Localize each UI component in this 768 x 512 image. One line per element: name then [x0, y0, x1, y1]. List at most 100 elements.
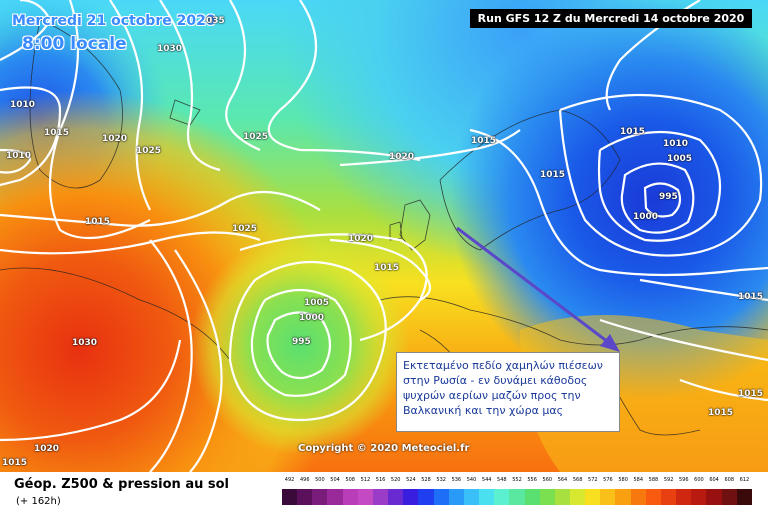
scale-label: 552 [512, 477, 522, 483]
isobar-label: 1020 [348, 234, 374, 244]
isobar-label: 1025 [232, 224, 258, 234]
isobar-label: 1015 [738, 292, 764, 302]
scale-label: 592 [663, 477, 674, 483]
scale-swatch [342, 489, 358, 505]
isobar-label: 035 [206, 16, 225, 26]
scale-label: 556 [527, 477, 537, 483]
isobar-label: 1015 [2, 458, 28, 468]
scale-label: 520 [390, 477, 401, 483]
scale-swatch [327, 489, 343, 505]
scale-swatch [736, 489, 752, 505]
forecast-offset: (+ 162h) [16, 496, 61, 507]
scale-label: 548 [497, 477, 507, 483]
isobar-label: 1020 [34, 444, 60, 454]
footer: Géop. Z500 & pression au sol (+ 162h) 49… [0, 472, 768, 512]
scale-swatch [691, 489, 707, 505]
scale-label: 496 [299, 477, 310, 483]
annotation-line: στην Ρωσία - εν δυνάμει κάθοδος [403, 374, 588, 387]
scale-label: 532 [436, 477, 446, 483]
geopotential-field [0, 0, 768, 472]
isobar-label: 1015 [540, 170, 566, 180]
scale-swatch [403, 489, 419, 505]
isobar-label: 1015 [738, 389, 764, 399]
isobar-label: 1025 [136, 146, 162, 156]
scale-label: 600 [694, 477, 704, 483]
map-title: Géop. Z500 & pression au sol [14, 477, 229, 492]
isobar-label: 1020 [102, 134, 128, 144]
weather-map: Run GFS 12 Z du Mercredi 14 octobre 2020… [0, 0, 768, 472]
scale-swatch [418, 489, 434, 505]
scale-label: 544 [481, 477, 492, 483]
scale-label: 512 [360, 477, 371, 483]
isobar-label: 1015 [44, 128, 70, 138]
scale-swatch [509, 489, 525, 505]
scale-swatch [706, 489, 722, 505]
scale-swatch [660, 489, 677, 505]
copyright: Copyright © 2020 Meteociel.fr [298, 443, 470, 454]
scale-label: 500 [315, 477, 325, 483]
scale-label: 564 [557, 477, 568, 483]
isobar-label: 1005 [304, 298, 330, 308]
isobar-label: 995 [659, 192, 678, 202]
scale-label: 580 [618, 477, 628, 483]
scale-label: 508 [345, 477, 355, 483]
scale-swatch [372, 489, 389, 505]
isobar-label: 1015 [471, 136, 497, 146]
scale-label: 568 [572, 477, 583, 483]
isobar-label: 995 [292, 337, 311, 347]
scale-swatch [297, 489, 313, 505]
scale-swatch [600, 489, 616, 505]
scale-swatch [524, 489, 540, 505]
annotation-box: Εκτεταμένο πεδίο χαμηλών πιέσεων στην Ρω… [396, 352, 620, 432]
scale-swatch [357, 489, 373, 505]
scale-label: 540 [466, 477, 477, 483]
isobar-label: 1025 [243, 132, 269, 142]
scale-swatch [676, 489, 692, 505]
isobar-label: 1005 [667, 154, 693, 164]
scale-swatch [645, 489, 661, 505]
scale-label: 612 [739, 477, 750, 483]
isobar-label: 1015 [85, 217, 111, 227]
isobar-label: 1010 [6, 151, 32, 161]
forecast-date: Mercredi 21 octobre 2020 [12, 13, 216, 29]
isobar-label: 1030 [157, 44, 183, 54]
scale-swatch [448, 489, 464, 505]
scale-label: 492 [284, 477, 295, 483]
isobar-label: 1010 [10, 100, 36, 110]
scale-swatch [463, 489, 480, 505]
isobar-label: 1000 [633, 212, 659, 222]
isobar-label: 1015 [708, 408, 734, 418]
scale-label: 588 [648, 477, 659, 483]
scale-bar [282, 489, 752, 505]
scale-label: 596 [678, 477, 689, 483]
scale-swatch [388, 489, 404, 505]
scale-swatch [479, 489, 495, 505]
run-header: Run GFS 12 Z du Mercredi 14 octobre 2020 [470, 9, 752, 28]
isobar-label: 1030 [72, 338, 98, 348]
scale-label: 504 [330, 477, 340, 483]
forecast-time: 8:00 locale [22, 34, 127, 54]
isobar-label: 1020 [389, 152, 415, 162]
scale-swatch [585, 489, 601, 505]
scale-swatch [433, 489, 449, 505]
isobar-label: 1010 [663, 139, 689, 149]
isobar-label: 1000 [299, 313, 325, 323]
scale-label: 536 [451, 477, 462, 483]
scale-swatch [721, 489, 737, 505]
scale-label: 608 [724, 477, 735, 483]
scale-label: 560 [542, 477, 553, 483]
scale-label: 604 [709, 477, 719, 483]
annotation-line: Βαλκανική και την χώρα μας [403, 404, 564, 417]
isobars [0, 0, 768, 472]
isobar-label: 1015 [374, 263, 400, 273]
scale-swatch [312, 489, 328, 505]
annotation-line: ψυχρών αερίων μαζών προς την [403, 389, 581, 402]
scale-label: 576 [603, 477, 613, 483]
scale-labels: 492 496 500 504 508 512 516 520 524 528 532 536 540 5… [282, 477, 752, 487]
color-scale: 492 496 500 504 508 512 516 520 524 528 532 536 540 5… [282, 477, 752, 507]
annotation-line: Εκτεταμένο πεδίο χαμηλών πιέσεων [403, 359, 603, 372]
scale-label: 524 [406, 477, 416, 483]
scale-swatch [494, 489, 510, 505]
scale-label: 516 [375, 477, 386, 483]
scale-swatch [554, 489, 570, 505]
